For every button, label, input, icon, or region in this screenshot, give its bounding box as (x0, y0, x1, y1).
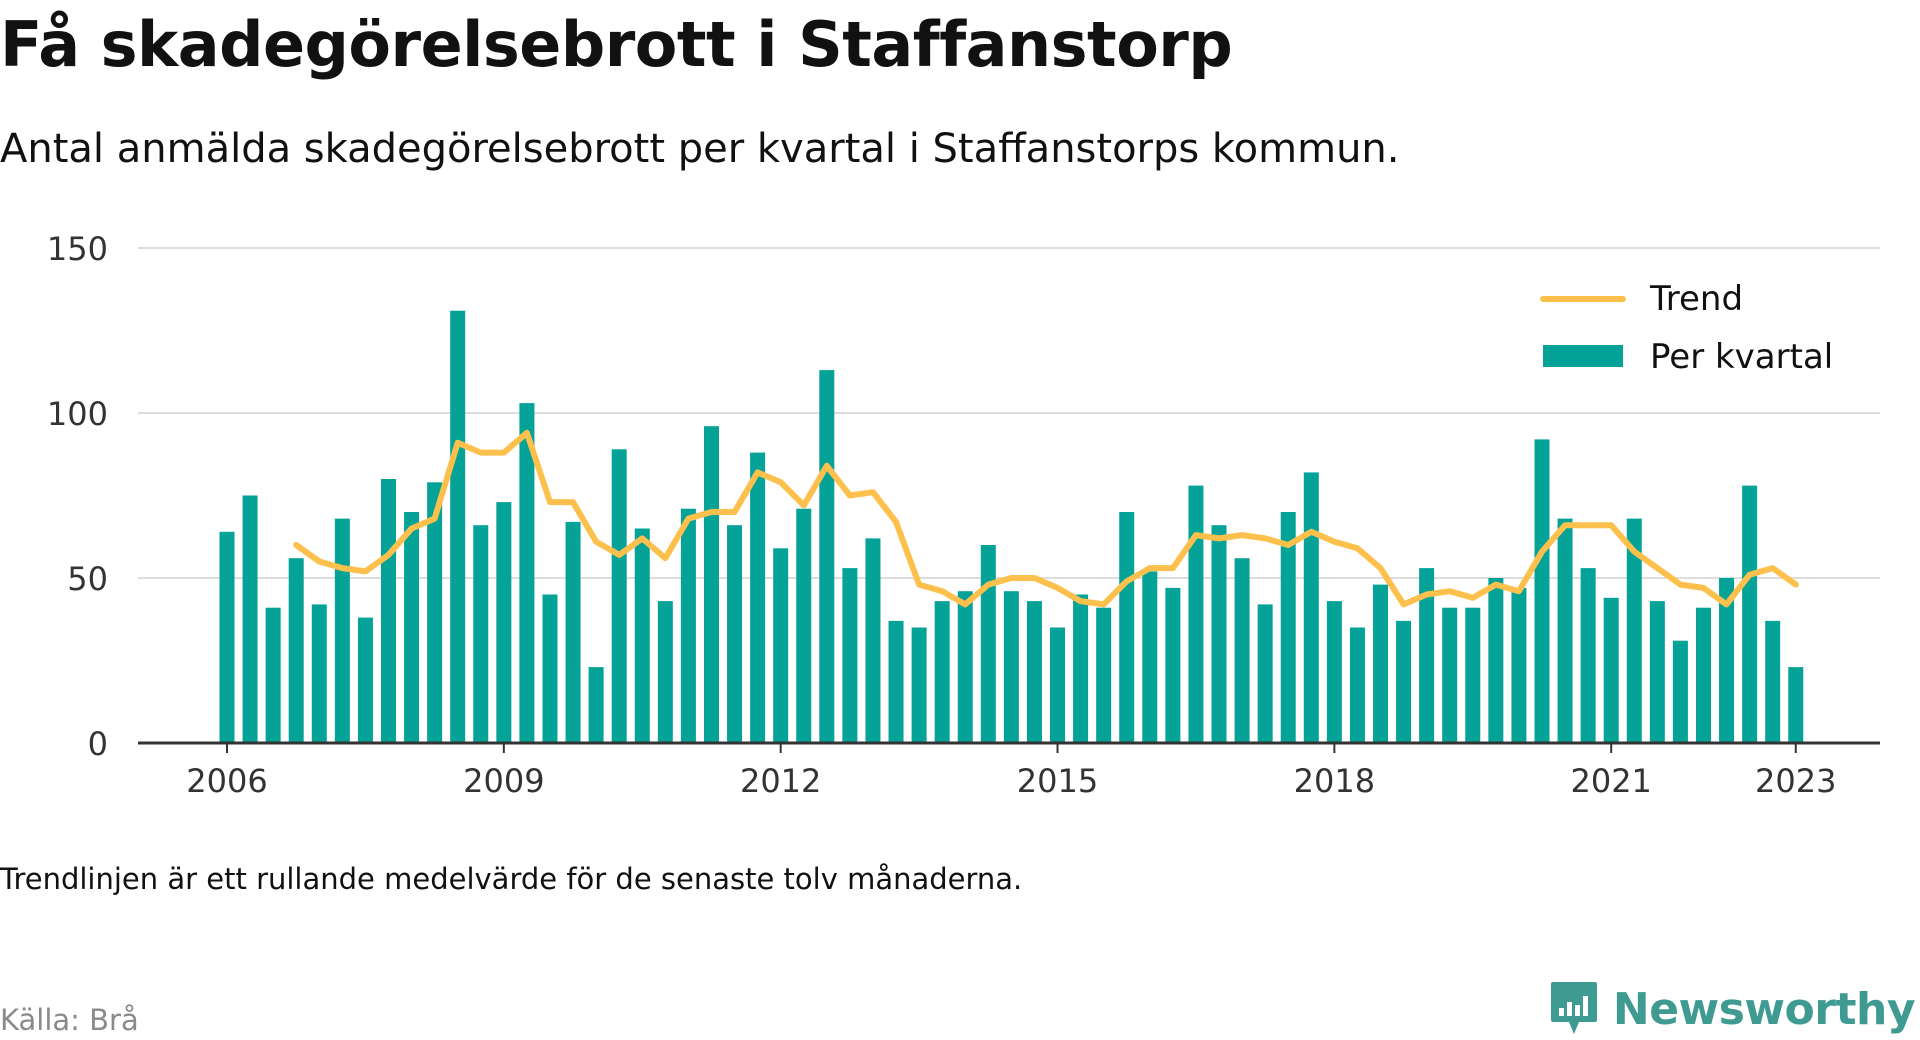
bar (819, 370, 835, 743)
trend-series (293, 429, 1799, 608)
bar (1119, 512, 1135, 743)
legend-bar-swatch (1543, 345, 1623, 367)
x-tick-label: 2018 (1294, 762, 1375, 800)
legend: Trend Per kvartal (1540, 279, 1833, 377)
bar (357, 617, 373, 743)
brand-logo: Newsworthy (1549, 980, 1916, 1038)
bar (1026, 601, 1042, 743)
chart: 0 50 100 150 2006 2009 2012 2015 2018 2021 2023 T… (47, 230, 1880, 800)
bar (888, 620, 904, 743)
bar (957, 591, 973, 743)
bar (1765, 620, 1781, 743)
bar (473, 525, 489, 743)
bar (750, 452, 766, 743)
bar (773, 548, 789, 743)
bar (427, 482, 443, 743)
y-tick-label: 0 (88, 725, 108, 763)
bar (1695, 607, 1711, 743)
x-tick-label: 2009 (463, 762, 544, 800)
bar (657, 601, 673, 743)
bar (1073, 594, 1089, 743)
bar (565, 521, 581, 743)
bar (1396, 620, 1412, 743)
bar (1465, 607, 1481, 743)
trend-line (293, 429, 1799, 608)
bar (1419, 568, 1435, 743)
bar (1050, 627, 1066, 743)
bar (1603, 597, 1619, 743)
bar (450, 310, 466, 743)
bar (1096, 607, 1112, 743)
bar (1534, 439, 1550, 743)
bar (1373, 584, 1388, 743)
bar (1442, 607, 1458, 743)
brand-name: Newsworthy (1612, 983, 1916, 1035)
newsworthy-logo-icon (1550, 982, 1597, 1034)
source-credit: Källa: Brå (0, 1003, 139, 1037)
bar (1280, 512, 1296, 743)
bar (334, 518, 350, 743)
bar (1211, 525, 1227, 743)
bar (1257, 604, 1273, 743)
y-tick-label: 100 (47, 395, 108, 433)
bar (1626, 518, 1642, 743)
bar (1557, 518, 1573, 743)
bar (311, 604, 327, 743)
bar (1165, 587, 1181, 743)
bar (1303, 472, 1319, 743)
bar (219, 531, 235, 743)
legend-trend-label: Trend (1649, 279, 1743, 319)
bar (611, 449, 627, 743)
bar (496, 502, 512, 743)
bar (1649, 601, 1665, 743)
bar (1672, 640, 1688, 743)
bar (1234, 558, 1250, 743)
y-tick-label: 50 (67, 560, 108, 598)
bar (703, 426, 719, 743)
bar (842, 568, 858, 743)
legend-bar-label: Per kvartal (1650, 337, 1833, 377)
bar (1511, 587, 1527, 743)
bar (1142, 571, 1158, 743)
x-tick-label: 2006 (186, 762, 267, 800)
y-tick-label: 150 (47, 230, 108, 268)
bar (588, 667, 604, 743)
bar (680, 508, 696, 743)
bar (934, 601, 950, 743)
bar (796, 508, 812, 743)
chart-subtitle: Antal anmälda skadegörelsebrott per kvar… (0, 126, 1400, 172)
chart-note: Trendlinjen är ett rullande medelvärde f… (0, 862, 1023, 896)
bar (288, 558, 304, 743)
bar (634, 528, 650, 743)
chart-title: Få skadegörelsebrott i Staffanstorp (0, 8, 1233, 81)
x-tick-label: 2021 (1570, 762, 1651, 800)
bar (380, 479, 396, 743)
bar (542, 594, 558, 743)
bar (1719, 578, 1735, 743)
x-tick-label: 2015 (1017, 762, 1098, 800)
bar (1580, 568, 1596, 743)
bar (980, 545, 996, 743)
bar (911, 627, 927, 743)
bar (519, 403, 535, 743)
bar (727, 525, 743, 743)
bar (865, 538, 881, 743)
bar (1742, 485, 1758, 743)
bar (1349, 627, 1365, 743)
y-axis-ticks: 0 50 100 150 (47, 230, 108, 763)
bar (1788, 667, 1804, 743)
bar (1488, 578, 1504, 743)
bar-series (219, 310, 1804, 743)
x-axis: 2006 2009 2012 2015 2018 2021 2023 (138, 741, 1880, 800)
bar (1326, 601, 1342, 743)
bar (404, 512, 420, 743)
bar (1188, 485, 1204, 743)
bar (242, 495, 258, 743)
bar (265, 607, 281, 743)
bar (1003, 591, 1019, 743)
x-tick-label: 2012 (740, 762, 821, 800)
x-tick-label: 2023 (1755, 762, 1836, 800)
